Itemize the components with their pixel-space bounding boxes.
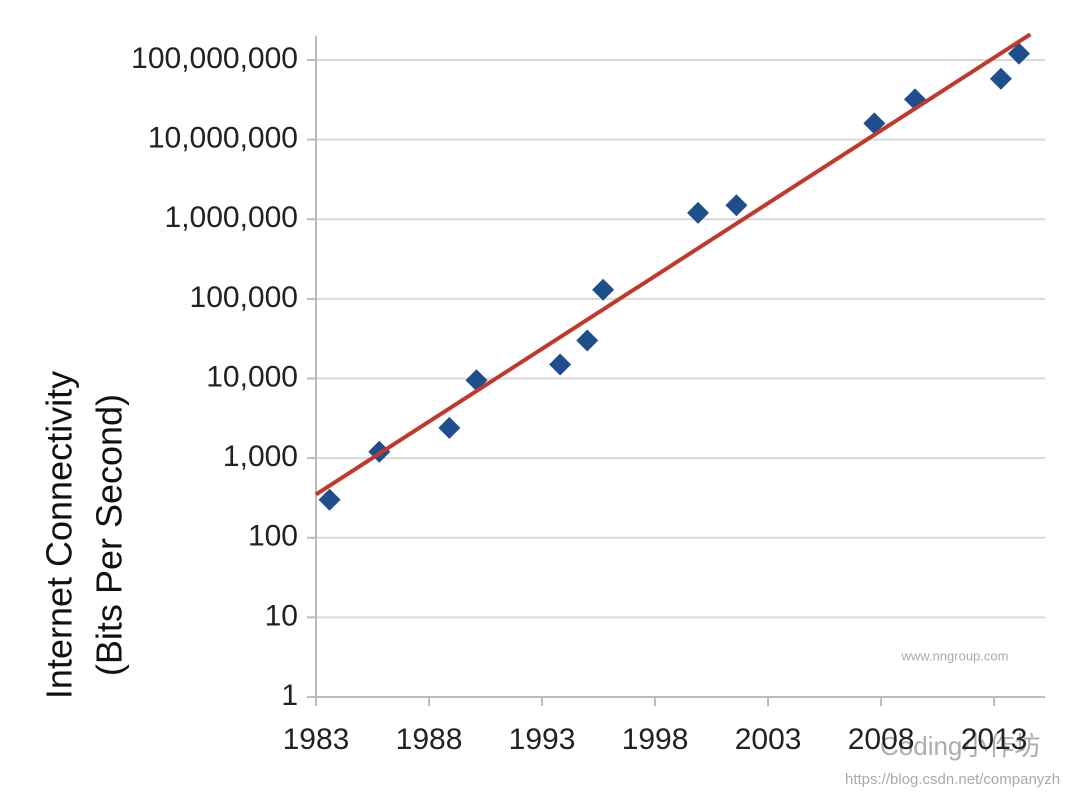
x-tick-label: 1988: [396, 723, 463, 756]
data-point: [863, 112, 886, 135]
x-tick-label: 1983: [283, 723, 350, 756]
trend-line: [314, 32, 1032, 497]
y-tick-label: 1,000,000: [165, 201, 298, 234]
data-point: [549, 353, 572, 376]
x-tick-label: 2003: [735, 723, 802, 756]
y-tick-label: 10: [265, 599, 298, 632]
x-tick-label: 2008: [848, 723, 915, 756]
x-tick-label: 1993: [509, 723, 576, 756]
data-point: [687, 201, 710, 224]
data-point: [989, 67, 1012, 90]
y-tick-label: 100: [248, 520, 298, 553]
watermark: www.nngroup.com: [901, 648, 1009, 663]
data-point: [1008, 42, 1031, 65]
y-tick-label: 10,000,000: [148, 122, 298, 155]
watermark: Coding小作坊: [880, 731, 1040, 761]
data-point: [592, 278, 615, 301]
y-tick-label: 10,000: [206, 360, 298, 393]
y-tick-label: 100,000: [190, 281, 298, 314]
x-tick-label: 2013: [961, 723, 1028, 756]
data-point: [438, 416, 461, 439]
y-tick-label: 1,000: [223, 440, 298, 473]
y-axis-label: (Bits Per Second): [89, 394, 130, 676]
y-tick-label: 1: [281, 679, 298, 712]
x-tick-label: 1998: [622, 723, 689, 756]
y-tick-label: 100,000,000: [131, 42, 298, 75]
data-point: [576, 329, 599, 352]
watermark: https://blog.csdn.net/companyzh: [845, 771, 1060, 788]
data-point: [318, 488, 341, 511]
data-point: [725, 194, 748, 217]
y-axis-label: Internet Connectivity: [39, 371, 80, 699]
